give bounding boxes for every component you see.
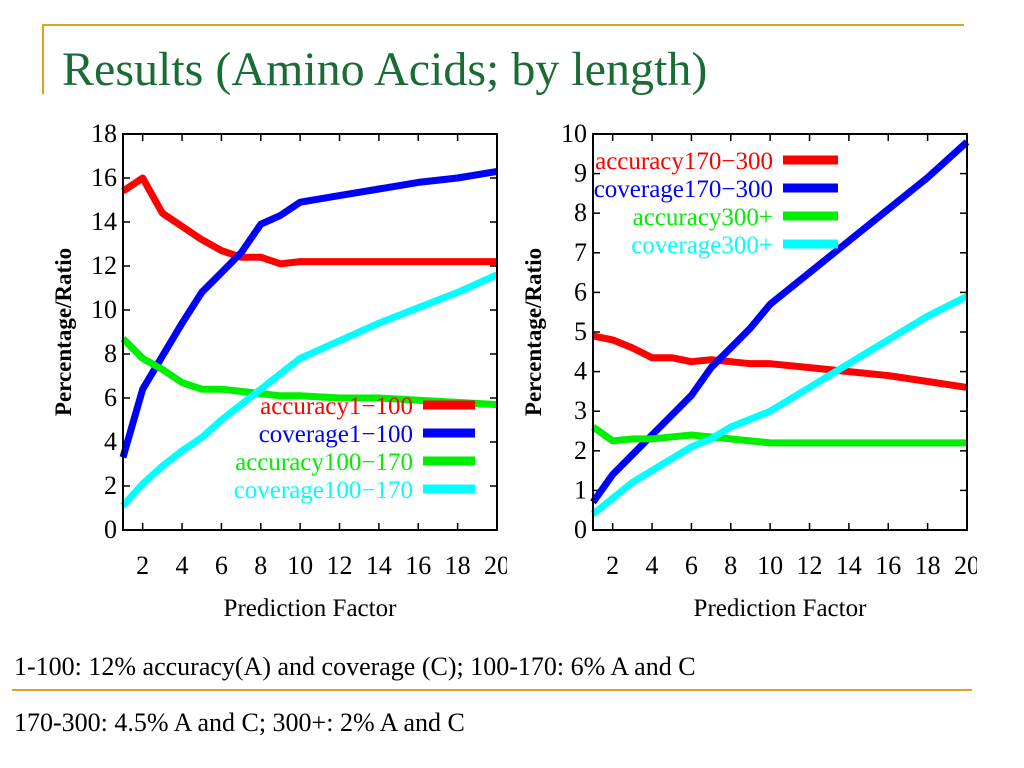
series-line-0 <box>592 332 968 391</box>
x-tick-label: 8 <box>724 551 737 580</box>
plot-frame <box>122 133 498 531</box>
accent-rule-top <box>42 24 964 26</box>
y-tick-label: 8 <box>104 339 117 368</box>
x-tick-label: 10 <box>287 551 313 580</box>
x-tick-label: 16 <box>875 551 901 580</box>
y-tick-label: 0 <box>574 515 587 544</box>
series-line-0 <box>121 174 497 268</box>
x-tick-label: 2 <box>136 551 149 580</box>
legend-label-1: coverage1−100 <box>259 421 413 448</box>
y-tick-label: 7 <box>574 238 587 267</box>
x-tick-label: 6 <box>685 551 698 580</box>
x-tick-label: 12 <box>327 551 353 580</box>
y-tick-label: 5 <box>574 317 587 346</box>
series-line-1 <box>119 167 498 459</box>
y-tick-label: 3 <box>574 396 587 425</box>
y-tick-label: 10 <box>91 295 117 324</box>
y-tick-label: 14 <box>91 207 117 236</box>
y-tick-label: 9 <box>574 159 587 188</box>
series-line-1 <box>590 139 970 505</box>
series-line-3 <box>120 271 499 509</box>
x-tick-label: 14 <box>836 551 862 580</box>
y-tick-label: 6 <box>104 383 117 412</box>
x-tick-label: 20 <box>484 551 507 580</box>
legend-label-3: coverage300+ <box>631 232 773 259</box>
legend-label-3: coverage100−170 <box>234 477 413 504</box>
y-tick-label: 6 <box>574 277 587 306</box>
series-line-3 <box>590 293 969 517</box>
y-tick-label: 10 <box>561 120 587 148</box>
legend-label-2: accuracy300+ <box>633 204 773 231</box>
x-tick-label: 6 <box>215 551 228 580</box>
plot-frame <box>592 133 968 531</box>
x-tick-label: 10 <box>757 551 783 580</box>
y-axis-label: Percentage/Ratio <box>521 248 546 416</box>
y-tick-label: 1 <box>574 475 587 504</box>
x-tick-label: 2 <box>606 551 619 580</box>
slide-title: Results (Amino Acids; by length) <box>62 43 708 96</box>
accent-rule-left <box>42 24 44 94</box>
x-tick-label: 4 <box>646 551 659 580</box>
y-tick-label: 16 <box>91 163 117 192</box>
x-tick-label: 4 <box>176 551 189 580</box>
x-tick-label: 12 <box>797 551 823 580</box>
y-tick-label: 4 <box>104 427 117 456</box>
caption-line-2: 170-300: 4.5% A and C; 300+: 2% A and C <box>14 708 465 737</box>
x-tick-label: 8 <box>254 551 267 580</box>
x-axis-label: Prediction Factor <box>224 595 398 622</box>
legend-label-2: accuracy100−170 <box>235 449 413 476</box>
x-tick-label: 20 <box>954 551 977 580</box>
x-tick-label: 16 <box>405 551 431 580</box>
y-axis-label: Percentage/Ratio <box>51 248 76 416</box>
y-tick-label: 2 <box>104 471 117 500</box>
x-axis-label: Prediction Factor <box>694 595 868 622</box>
y-tick-label: 8 <box>574 198 587 227</box>
x-tick-label: 14 <box>366 551 392 580</box>
x-tick-label: 18 <box>915 551 941 580</box>
x-tick-label: 18 <box>445 551 471 580</box>
separator-rule <box>12 689 972 691</box>
y-tick-label: 12 <box>91 251 117 280</box>
caption-line-1: 1-100: 12% accuracy(A) and coverage (C);… <box>14 652 696 681</box>
y-tick-label: 18 <box>91 120 117 148</box>
legend-label-1: coverage170−300 <box>594 176 773 203</box>
series-line-2 <box>590 424 967 447</box>
legend-label-0: accuracy1−100 <box>260 393 413 420</box>
y-tick-label: 0 <box>104 515 117 544</box>
legend-label-0: accuracy170−300 <box>595 148 773 175</box>
y-tick-label: 4 <box>574 357 587 386</box>
y-tick-label: 2 <box>574 436 587 465</box>
